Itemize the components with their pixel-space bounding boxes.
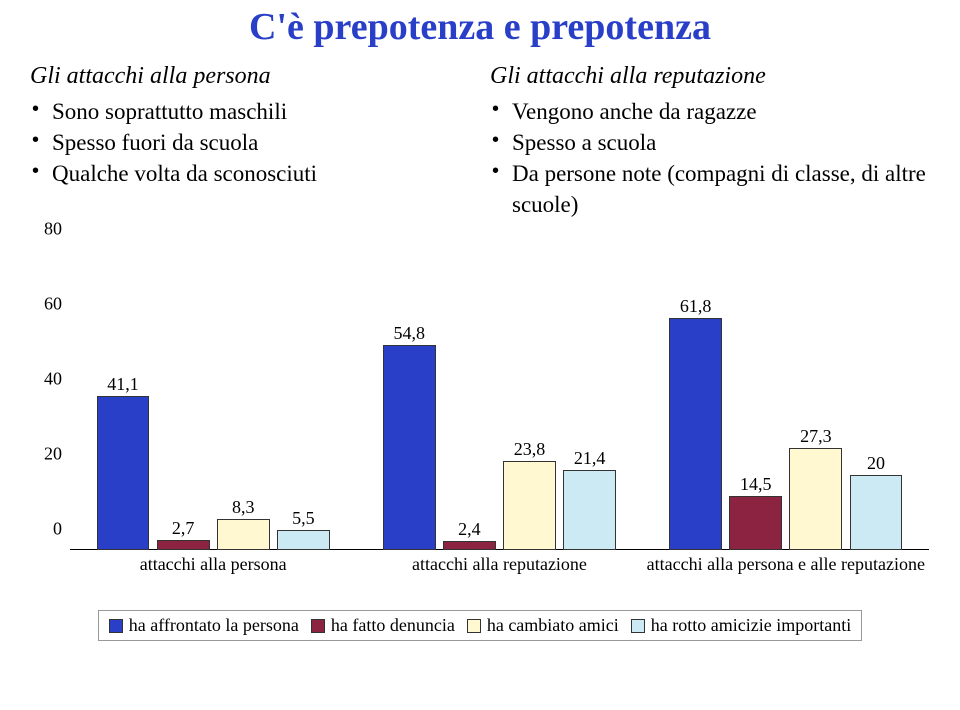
bar: 8,3 xyxy=(217,519,270,550)
legend-item: ha rotto amicizie importanti xyxy=(631,615,851,636)
bar-value-label: 2,7 xyxy=(172,518,195,539)
bars-row: 54,82,423,821,4 xyxy=(379,250,620,550)
bar-chart: 020406080 41,12,78,35,5attacchi alla per… xyxy=(30,250,930,600)
bar-value-label: 5,5 xyxy=(292,508,315,529)
bullet-item: Qualche volta da sconosciuti xyxy=(30,158,470,189)
bar-slot: 2,7 xyxy=(153,250,213,550)
bar-value-label: 54,8 xyxy=(394,323,426,344)
bars-row: 41,1 2,7 8,3 5,5 xyxy=(93,250,334,550)
bar: 61,8 xyxy=(669,318,722,550)
y-tick-label: 0 xyxy=(53,519,62,540)
legend-swatch xyxy=(631,619,645,633)
bar-group: 54,82,423,821,4attacchi alla reputazione xyxy=(356,250,642,550)
left-column: Gli attacchi alla persona Sono soprattut… xyxy=(30,63,470,220)
bar-groups: 41,12,78,35,5attacchi alla persona54,82,… xyxy=(70,250,929,550)
legend-label: ha fatto denuncia xyxy=(331,615,455,636)
two-column-text: Gli attacchi alla persona Sono soprattut… xyxy=(30,63,930,220)
bar-value-label: 41,1 xyxy=(107,374,139,395)
bar: 2,4 xyxy=(443,541,496,550)
category-label: attacchi alla persona xyxy=(70,554,356,575)
legend-item: ha affrontato la persona xyxy=(109,615,299,636)
bar-slot: 54,8 xyxy=(379,250,439,550)
bar-slot: 2,4 xyxy=(439,250,499,550)
bar-value-label: 21,4 xyxy=(574,448,606,469)
bar-value-label: 23,8 xyxy=(514,439,546,460)
y-tick-label: 60 xyxy=(44,294,62,315)
category-label: attacchi alla reputazione xyxy=(356,554,642,575)
right-column-heading: Gli attacchi alla reputazione xyxy=(490,63,930,90)
right-column: Gli attacchi alla reputazione Vengono an… xyxy=(490,63,930,220)
legend-swatch xyxy=(467,619,481,633)
legend-label: ha affrontato la persona xyxy=(129,615,299,636)
bar-group: 41,12,78,35,5attacchi alla persona xyxy=(70,250,356,550)
bar-slot: 41,1 xyxy=(93,250,153,550)
y-tick-label: 20 xyxy=(44,444,62,465)
bar-group: 61,814,527,320attacchi alla persona e al… xyxy=(643,250,929,550)
y-tick-label: 80 xyxy=(44,219,62,240)
bars-row: 61,814,527,320 xyxy=(666,250,907,550)
chart-body: 41,12,78,35,5attacchi alla persona54,82,… xyxy=(70,250,929,550)
bar-slot: 61,8 xyxy=(666,250,726,550)
chart-legend: ha affrontato la persona ha fatto denunci… xyxy=(98,610,862,641)
bullet-item: Da persone note (compagni di classe, di … xyxy=(490,158,930,220)
bullet-item: Spesso a scuola xyxy=(490,127,930,158)
bullet-item: Spesso fuori da scuola xyxy=(30,127,470,158)
bar-value-label: 61,8 xyxy=(680,296,712,317)
bar-value-label: 2,4 xyxy=(458,519,481,540)
bar-value-label: 20 xyxy=(867,453,885,474)
legend-label: ha rotto amicizie importanti xyxy=(651,615,851,636)
bar: 23,8 xyxy=(503,461,556,550)
bar: 20 xyxy=(850,475,903,550)
legend-item: ha cambiato amici xyxy=(467,615,619,636)
bar: 14,5 xyxy=(729,496,782,550)
legend-swatch xyxy=(311,619,325,633)
bar-slot: 5,5 xyxy=(273,250,333,550)
y-tick-label: 40 xyxy=(44,369,62,390)
bar-slot: 21,4 xyxy=(560,250,620,550)
bar-slot: 27,3 xyxy=(786,250,846,550)
bar: 41,1 xyxy=(97,396,150,550)
legend-item: ha fatto denuncia xyxy=(311,615,455,636)
left-column-bullets: Sono soprattutto maschili Spesso fuori d… xyxy=(30,96,470,189)
legend-swatch xyxy=(109,619,123,633)
category-label: attacchi alla persona e alle reputazione xyxy=(643,554,929,575)
bar: 5,5 xyxy=(277,530,330,551)
bar: 2,7 xyxy=(157,540,210,550)
bar: 54,8 xyxy=(383,345,436,551)
y-axis: 020406080 xyxy=(30,250,70,550)
bar: 21,4 xyxy=(563,470,616,550)
bullet-item: Vengono anche da ragazze xyxy=(490,96,930,127)
right-column-bullets: Vengono anche da ragazze Spesso a scuola… xyxy=(490,96,930,220)
bar-value-label: 14,5 xyxy=(740,474,772,495)
bar-slot: 20 xyxy=(846,250,906,550)
bar-value-label: 27,3 xyxy=(800,426,832,447)
bullet-item: Sono soprattutto maschili xyxy=(30,96,470,127)
legend-label: ha cambiato amici xyxy=(487,615,619,636)
bar-slot: 23,8 xyxy=(499,250,559,550)
bar-slot: 14,5 xyxy=(726,250,786,550)
slide-title: C'è prepotenza e prepotenza xyxy=(30,5,930,49)
bar-slot: 8,3 xyxy=(213,250,273,550)
bar: 27,3 xyxy=(789,448,842,550)
bar-value-label: 8,3 xyxy=(232,497,255,518)
left-column-heading: Gli attacchi alla persona xyxy=(30,63,470,90)
